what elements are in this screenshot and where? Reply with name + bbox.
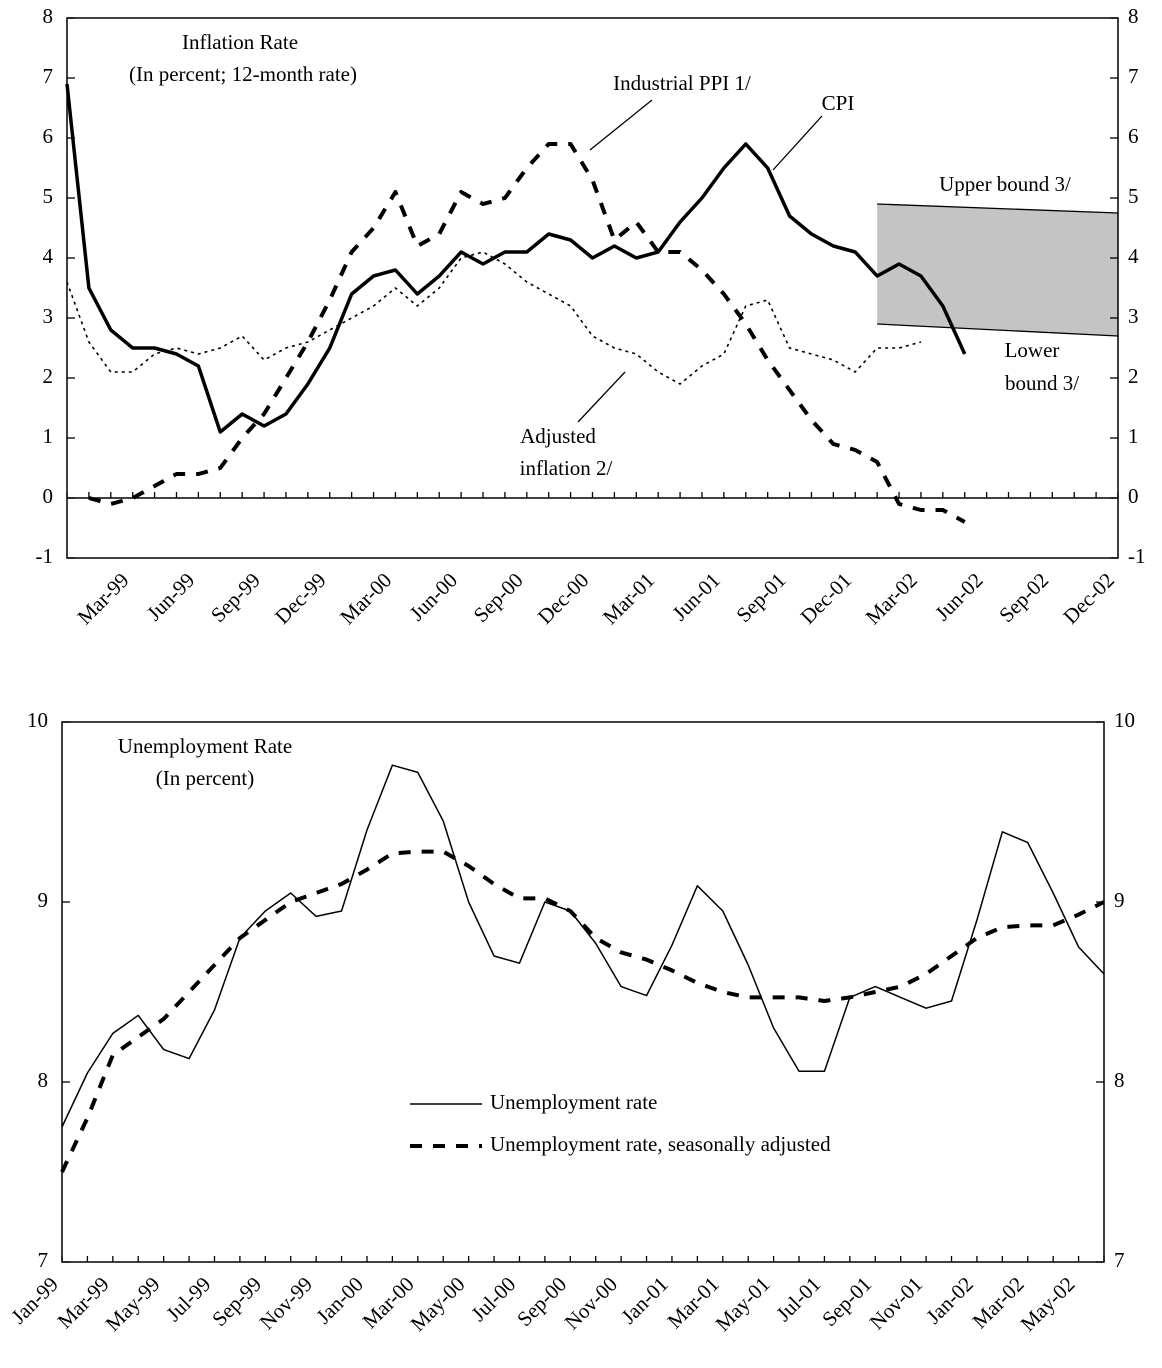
chart-subtitle: (In percent; 12-month rate) <box>129 62 357 86</box>
y-tick-label: 8 <box>38 1068 49 1092</box>
series-line <box>88 142 966 524</box>
y-tick-label: 5 <box>43 184 54 208</box>
y2-tick-label: 4 <box>1128 244 1139 268</box>
bound-line <box>877 203 1119 214</box>
series-label: inflation 2/ <box>520 456 613 480</box>
y2-tick-label: 3 <box>1128 304 1139 328</box>
y2-tick-label: 0 <box>1128 484 1139 508</box>
y2-tick-label: -1 <box>1128 544 1146 568</box>
series-line <box>66 251 922 385</box>
y2-tick-label: 8 <box>1114 1068 1125 1092</box>
y-tick-label: 3 <box>43 304 54 328</box>
bound-label: bound 3/ <box>1005 371 1079 395</box>
y2-tick-label: 7 <box>1128 64 1139 88</box>
y2-tick-label: 2 <box>1128 364 1139 388</box>
bound-label: Upper bound 3/ <box>939 172 1071 196</box>
chart-title: Unemployment Rate <box>118 734 292 758</box>
y-tick-label: 2 <box>43 364 54 388</box>
y-tick-label: 1 <box>43 424 54 448</box>
y-tick-label: 4 <box>43 244 54 268</box>
plot-frame <box>61 721 1105 1263</box>
y-tick-label: 8 <box>43 4 54 28</box>
bound-band <box>877 204 1118 336</box>
y-tick-label: 9 <box>38 888 49 912</box>
leader-line <box>589 99 653 151</box>
series-line <box>65 83 967 434</box>
plot-frame <box>66 17 1119 559</box>
chart-title: Inflation Rate <box>182 30 298 54</box>
legend: Unemployment rate Unemployment rate, seas… <box>410 1090 831 1156</box>
y-tick-label: 7 <box>43 64 54 88</box>
chart-subtitle: (In percent) <box>156 766 255 790</box>
leader-line <box>577 371 626 423</box>
series-label: Industrial PPI 1/ <box>613 71 751 95</box>
y2-tick-label: 9 <box>1114 888 1125 912</box>
series-line <box>60 849 1105 1173</box>
y2-tick-label: 1 <box>1128 424 1139 448</box>
y2-tick-label: 8 <box>1128 4 1139 28</box>
y-tick-label: 0 <box>43 484 54 508</box>
y-tick-label: 6 <box>43 124 54 148</box>
series-label: Adjusted <box>520 424 596 448</box>
y2-tick-label: 5 <box>1128 184 1139 208</box>
leader-line <box>772 115 823 171</box>
y-tick-label: 7 <box>38 1248 49 1272</box>
y2-tick-label: 10 <box>1114 708 1135 732</box>
y-tick-label: -1 <box>36 544 54 568</box>
bound-line <box>877 323 1119 337</box>
legend-label: Unemployment rate, seasonally adjusted <box>490 1132 831 1156</box>
y2-tick-label: 7 <box>1114 1248 1125 1272</box>
series-label: CPI <box>822 91 855 115</box>
bound-label: Lower <box>1005 338 1060 362</box>
legend-label: Unemployment rate <box>490 1090 657 1114</box>
y2-tick-label: 6 <box>1128 124 1139 148</box>
y-tick-label: 10 <box>27 708 48 732</box>
